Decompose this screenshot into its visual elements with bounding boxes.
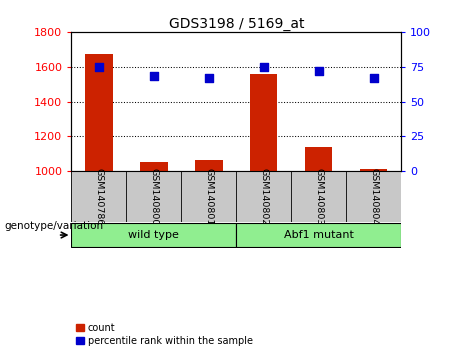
Text: genotype/variation: genotype/variation xyxy=(5,221,104,231)
Title: GDS3198 / 5169_at: GDS3198 / 5169_at xyxy=(169,17,304,31)
Point xyxy=(370,75,377,81)
Text: wild type: wild type xyxy=(129,230,179,240)
Point xyxy=(205,75,213,81)
Point xyxy=(315,68,322,74)
Bar xyxy=(85,54,112,171)
Bar xyxy=(305,147,332,171)
Text: GSM140803: GSM140803 xyxy=(314,168,323,225)
Text: GSM140801: GSM140801 xyxy=(204,168,213,225)
Text: GSM140786: GSM140786 xyxy=(95,168,103,225)
Point xyxy=(260,64,267,69)
Bar xyxy=(195,160,223,171)
Point xyxy=(150,74,158,79)
Text: GSM140804: GSM140804 xyxy=(369,168,378,225)
Text: Abf1 mutant: Abf1 mutant xyxy=(284,230,354,240)
FancyBboxPatch shape xyxy=(236,223,401,247)
Point xyxy=(95,64,103,69)
Text: GSM140802: GSM140802 xyxy=(259,168,268,225)
Bar xyxy=(140,161,168,171)
Bar xyxy=(250,74,278,171)
Bar xyxy=(360,169,387,171)
Legend: count, percentile rank within the sample: count, percentile rank within the sample xyxy=(77,323,253,346)
Text: GSM140800: GSM140800 xyxy=(149,168,159,225)
FancyBboxPatch shape xyxy=(71,223,236,247)
